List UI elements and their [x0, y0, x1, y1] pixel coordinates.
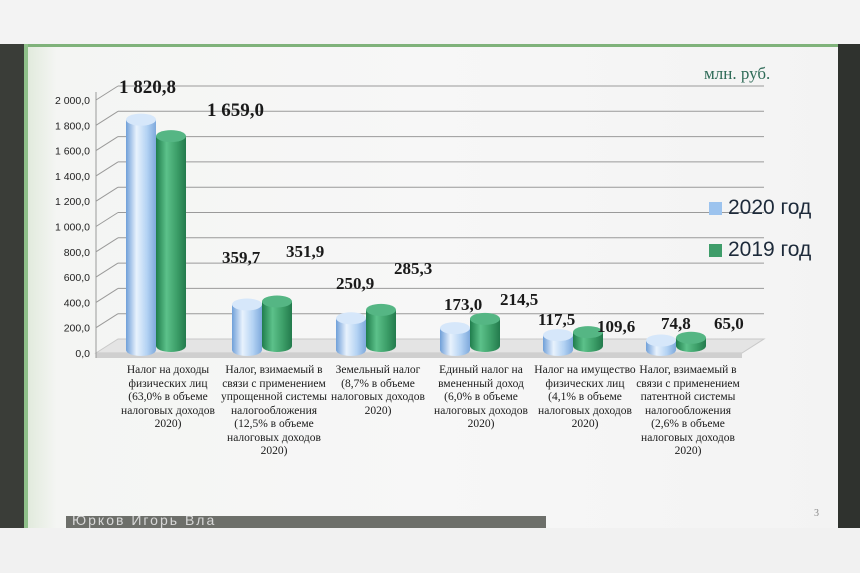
bar-top-2019	[366, 303, 396, 316]
unit-label: млн. руб.	[704, 64, 771, 83]
data-label-2020: 117,5	[538, 310, 575, 329]
bar-top-2020	[232, 298, 262, 311]
data-label-2019: 285,3	[394, 259, 432, 278]
slide-top-line	[24, 44, 838, 47]
data-label-2020: 74,8	[661, 314, 691, 333]
top-band	[0, 0, 860, 44]
gridline-side	[95, 186, 119, 202]
category-label: Налог, взимаемый в связи с применением п…	[636, 364, 740, 457]
data-label-2019: 214,5	[500, 290, 538, 309]
gridline-side	[95, 237, 119, 253]
bar-2019	[156, 136, 186, 352]
bar-2020	[440, 328, 470, 356]
category-label: Налог на доходы физических лиц (63,0% в …	[121, 364, 215, 430]
gridline-side	[95, 313, 119, 329]
gridline-side	[95, 85, 119, 101]
data-label-2020: 250,9	[336, 274, 374, 293]
y-tick-label: 2 000,0	[55, 95, 90, 107]
category-label: Единый налог на вмененный доход (6,0% в …	[434, 364, 528, 430]
left-frame	[0, 44, 24, 528]
bar-top-2020	[336, 312, 366, 325]
legend-swatch-2020	[709, 201, 722, 215]
y-tick-label: 600,0	[64, 272, 90, 284]
bar-2019	[262, 301, 292, 352]
gridline-side	[95, 110, 119, 126]
data-label-2020: 173,0	[444, 295, 482, 314]
category-label: Налог, взимаемый в связи с применением у…	[221, 364, 327, 457]
y-tick-label: 1 600,0	[55, 146, 90, 158]
y-tick-label: 1 400,0	[55, 171, 90, 183]
y-tick-label: 0,0	[75, 348, 90, 360]
bar-2020	[126, 119, 156, 357]
y-tick-label: 400,0	[64, 297, 90, 309]
bar-top-2019	[262, 295, 292, 308]
bar-2019	[470, 318, 500, 352]
bar-top-2020	[646, 334, 676, 347]
bar-top-2020	[126, 113, 156, 126]
y-tick-label: 1 000,0	[55, 222, 90, 234]
data-label-2020: 359,7	[222, 248, 261, 267]
bar-top-2020	[440, 322, 470, 335]
slide: млн. руб. 0,0 200,0 400,0 600,0 800,0 1 000,0…	[24, 44, 838, 528]
category-label: Налог на имущество физических лиц (4,1% …	[534, 364, 636, 430]
slide-left-stripe	[24, 44, 28, 528]
bar-2020	[543, 335, 573, 356]
legend-item-2020: 2020 год	[709, 196, 811, 220]
speaker-caption-strip: Юрков Игорь Вла	[66, 516, 546, 528]
chart-floor-edge	[96, 353, 742, 358]
legend-label-2019: 2019 год	[728, 238, 812, 261]
gridline-side	[95, 287, 119, 303]
bar-top-2020	[543, 329, 573, 342]
y-tick-label: 1 200,0	[55, 196, 90, 208]
category-label: Земельный налог (8,7% в объеме налоговых…	[331, 364, 425, 417]
page-number: 3	[814, 508, 819, 519]
bar-chart: 0,0 200,0 400,0 600,0 800,0 1 000,0 1 200,0 1 4…	[55, 77, 766, 360]
bar-2020	[232, 304, 262, 356]
bottom-band	[0, 528, 860, 573]
legend-item-2019: 2019 год	[709, 238, 811, 262]
y-tick-label: 800,0	[64, 247, 90, 259]
data-label-2019: 351,9	[286, 242, 324, 261]
bar-top-2019	[573, 326, 603, 339]
bar-top-2019	[676, 331, 706, 344]
gridline-side	[95, 212, 119, 227]
y-tick-label: 200,0	[64, 323, 90, 335]
bar-top-2019	[470, 312, 500, 325]
right-frame	[838, 44, 860, 528]
speaker-caption-text: Юрков Игорь Вла	[72, 516, 217, 528]
legend-label-2020: 2020 год	[728, 196, 812, 219]
data-label-2019: 65,0	[714, 314, 744, 333]
bar-2020	[336, 318, 366, 356]
data-label-2020: 1 820,8	[119, 77, 176, 98]
gridline-side	[95, 262, 119, 278]
bar-top-2019	[156, 130, 186, 143]
y-tick-label: 1 800,0	[55, 120, 90, 132]
gridline-side	[95, 136, 119, 152]
data-label-2019: 1 659,0	[207, 100, 264, 121]
data-label-2019: 109,6	[597, 317, 635, 336]
gridline-side	[95, 161, 119, 177]
legend-swatch-2019	[709, 243, 722, 257]
bar-2019	[366, 309, 396, 352]
